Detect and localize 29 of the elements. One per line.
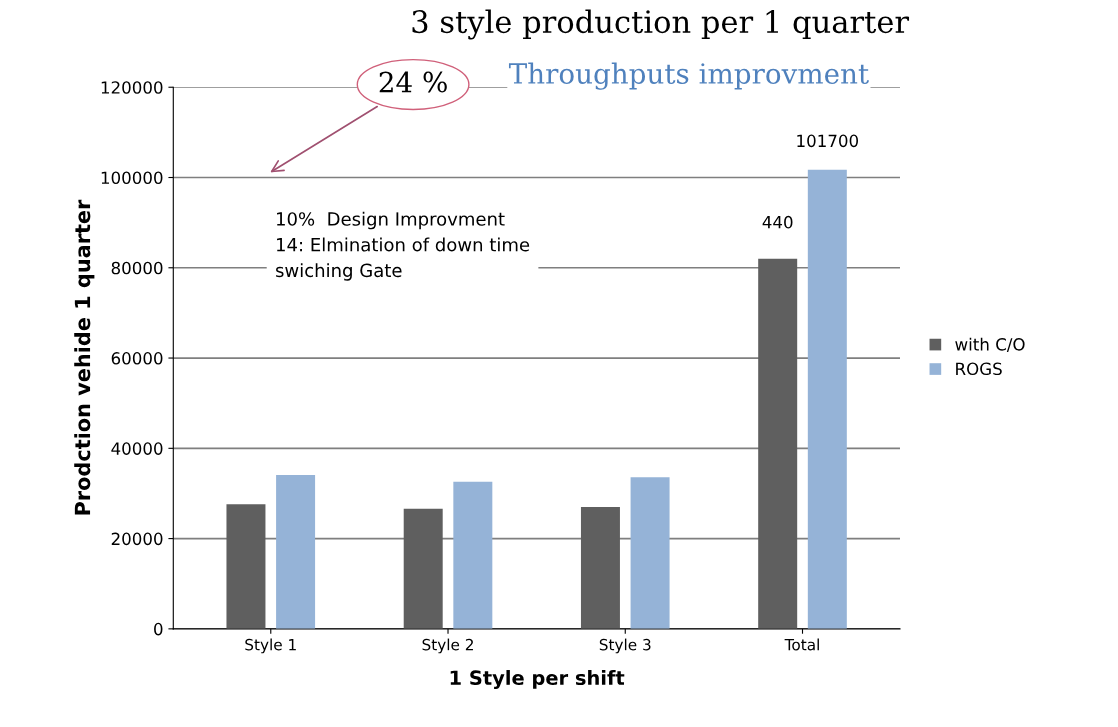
legend-label: ROGS [956,362,1002,376]
chart-title: 3 style production per 1 quarter [412,9,910,40]
y-tick-label: 100000 [101,171,163,185]
x-tick-label: Style 2 [422,638,473,654]
y-tick-label: 120000 [101,81,163,94]
bar [630,477,670,629]
bar [403,508,443,629]
annotation: 24 % [379,71,447,93]
y-tick-label: 60000 [111,352,163,365]
annotation: 10% Design Improvment 14: Elmination of down time swiching Gate [276,211,530,281]
x-tick-label: Style 1 [245,638,296,654]
bar [807,169,847,629]
y-tick-label: 20000 [111,532,163,546]
legend-label: with C/O [955,337,1025,352]
x-tick-label: Total [784,638,819,651]
annotation: 440 [762,215,793,229]
y-tick-label: 40000 [111,442,163,455]
bar [758,258,798,629]
bar [580,506,620,629]
x-tick-label: Style 3 [599,638,651,654]
x-axis-title: 1 Style per shift [450,670,625,689]
bar [453,481,493,629]
bar [226,504,266,629]
bar [276,474,316,629]
y-tick-label: 80000 [111,261,163,275]
data-label: 101700 [797,134,859,148]
y-tick-label: 0 [154,622,163,636]
chart-subtitle: Throughputs improvment [508,62,869,90]
y-axis-title: Prodction vehide 1 quarter [74,199,95,515]
